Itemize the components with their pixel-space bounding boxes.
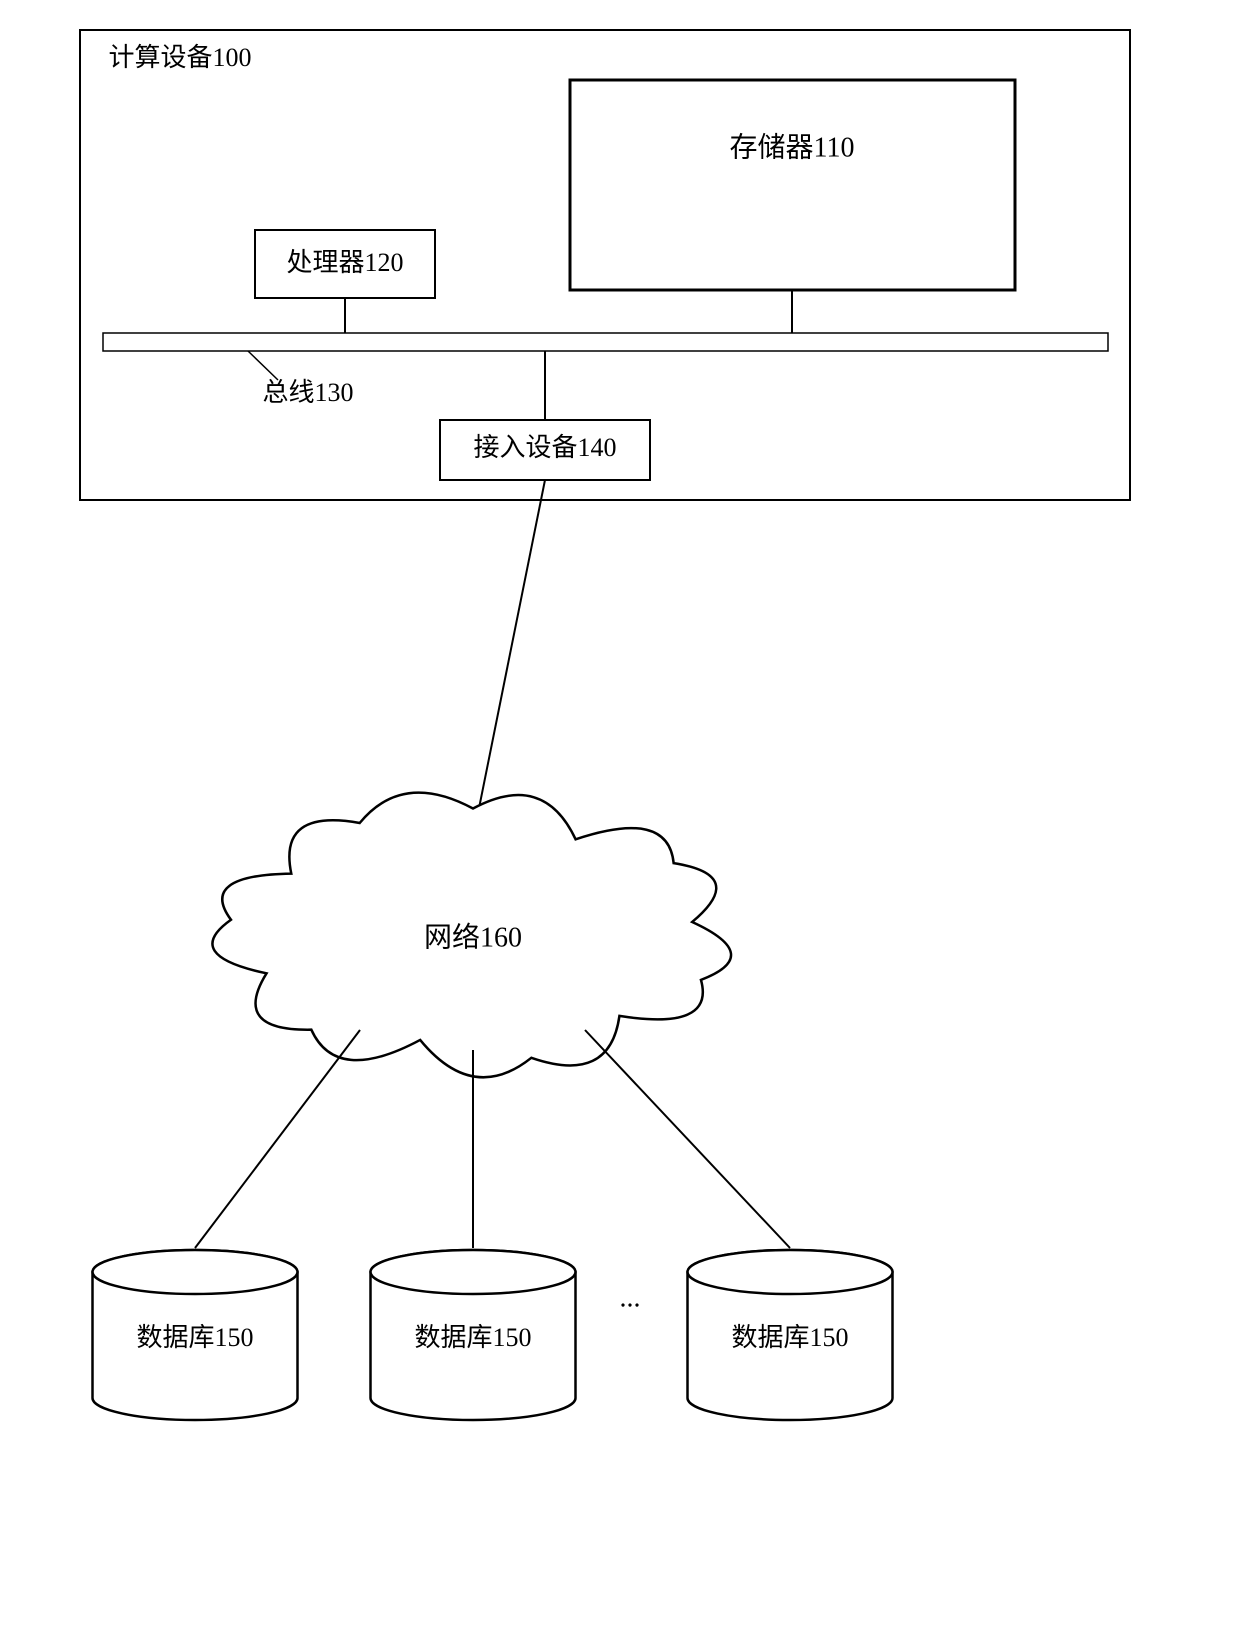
bus-label: 总线130 [262, 378, 353, 407]
database-cylinder: 数据库150 [93, 1250, 298, 1420]
database-label: 数据库150 [414, 1323, 531, 1352]
database-ellipsis: ... [620, 1282, 641, 1313]
database-cylinder: 数据库150 [371, 1250, 576, 1420]
memory-label: 存储器110 [730, 131, 855, 163]
bus-bar [103, 333, 1108, 351]
connector-access-to-cloud [473, 480, 545, 838]
connector-cloud-to-db [195, 1030, 360, 1248]
database-label: 数据库150 [731, 1323, 848, 1352]
database-cylinders: 数据库150 数据库150 数据库150 [93, 1250, 893, 1420]
access-device-label: 接入设备140 [473, 433, 616, 462]
computing-device-label: 计算设备100 [108, 43, 251, 72]
database-cylinder: 数据库150 [688, 1250, 893, 1420]
architecture-diagram: 计算设备100 存储器110 处理器120 总线130 接入设备140 网络16… [0, 0, 1240, 1631]
database-label: 数据库150 [136, 1323, 253, 1352]
memory-box [570, 80, 1015, 290]
processor-label: 处理器120 [286, 248, 403, 277]
connector-cloud-to-db [585, 1030, 790, 1248]
network-label: 网络160 [424, 921, 522, 953]
